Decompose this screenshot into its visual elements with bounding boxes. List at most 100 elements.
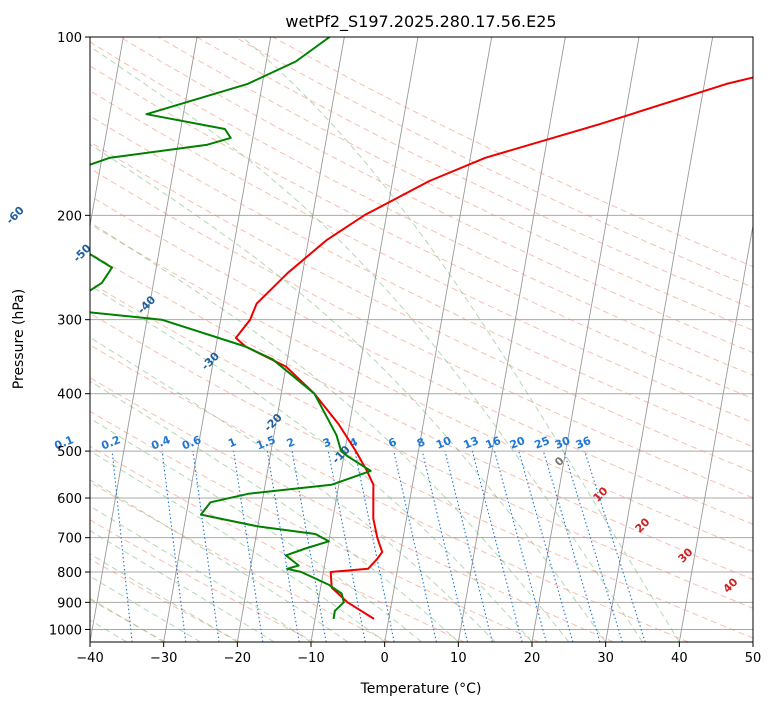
x-tick-label: 10 <box>450 651 467 666</box>
moist-adiabat-line <box>90 336 496 642</box>
mixing-ratio-label: 0.4 <box>149 433 172 452</box>
x-tick-label: 40 <box>671 651 688 666</box>
moist-adiabat-line <box>90 505 312 642</box>
moist-adiabat-line <box>90 45 643 642</box>
dry-adiabat-line <box>90 558 241 642</box>
mixing-ratio-line <box>584 450 646 642</box>
plot-frame <box>89 36 754 643</box>
mixing-ratio-label: 10 <box>434 434 453 452</box>
moist-adiabat-label: 40 <box>721 575 741 595</box>
x-tick-label: 0 <box>381 651 389 666</box>
dry-adiabat-line <box>90 481 390 642</box>
y-tick-label: 300 <box>57 314 82 329</box>
mixing-ratio-label: 16 <box>484 434 503 452</box>
mixing-ratio-label: 1 <box>226 435 238 450</box>
dry-adiabat-line <box>90 252 753 581</box>
y-tick-label: 200 <box>57 209 82 224</box>
y-tick-label: 400 <box>57 388 82 403</box>
mixing-ratio-line <box>266 451 300 642</box>
dry-adiabat-line <box>90 90 753 424</box>
moist-adiabat-line <box>90 284 533 642</box>
moist-adiabat-line <box>90 450 385 642</box>
moist-adiabat-label: 20 <box>633 515 653 535</box>
mixing-ratio-line <box>471 450 523 642</box>
isotherm-line <box>605 37 714 642</box>
dry-adiabat-line <box>90 445 465 642</box>
dry-adiabat-line <box>90 376 614 642</box>
dry-adiabat-line <box>119 37 753 354</box>
y-tick-label: 700 <box>57 532 82 547</box>
dry-adiabat-line <box>90 519 315 642</box>
isotherm-label: -40 <box>135 293 158 316</box>
mixing-ratio-line <box>518 450 574 642</box>
mixing-ratio-label: 30 <box>553 434 572 452</box>
isotherm-line <box>236 37 345 642</box>
isotherm-label: -60 <box>4 204 27 227</box>
y-axis-label: Pressure (hPa) <box>11 289 27 389</box>
dewpoint-line <box>90 37 372 620</box>
dry-adiabat-line <box>90 167 753 499</box>
mixing-ratio-label: 20 <box>508 434 527 452</box>
mixing-ratio-label: 36 <box>574 434 593 452</box>
moist-adiabat-line <box>90 575 201 642</box>
y-tick-label: 900 <box>57 596 82 611</box>
mixing-ratio-line <box>111 451 133 642</box>
mixing-ratio-label: 3 <box>321 435 333 450</box>
mixing-ratio-line <box>542 450 601 642</box>
moist-adiabat-line <box>90 597 164 642</box>
dry-adiabat-line <box>90 281 753 609</box>
dry-adiabat-line <box>90 141 753 473</box>
moist-adiabat-line <box>90 553 238 642</box>
dry-adiabat-line <box>90 195 753 525</box>
mixing-ratio-label: 13 <box>462 434 481 452</box>
x-tick-label: 30 <box>597 651 614 666</box>
isotherm-label: -50 <box>71 241 94 264</box>
isotherm-line <box>163 37 272 642</box>
dry-adiabat-line <box>90 344 689 642</box>
dry-adiabat-line <box>158 37 753 331</box>
moist-adiabat-line <box>90 417 422 642</box>
isotherm-label: -10 <box>330 443 353 466</box>
x-tick-label: −10 <box>297 651 324 666</box>
y-axis: 100 200 300 400 500 600 700 800 900 1000 <box>49 31 90 638</box>
mixing-ratio-line <box>563 450 623 642</box>
y-tick-label: 600 <box>57 492 82 507</box>
mixing-ratio-line <box>393 450 437 642</box>
y-tick-label: 500 <box>57 445 82 460</box>
mixing-ratio-line <box>161 451 187 642</box>
x-tick-label: 20 <box>524 651 541 666</box>
background-lines <box>90 37 753 642</box>
x-axis: −40 −30 −20 −10 0 10 20 30 40 50 <box>76 642 761 666</box>
mixing-ratio-label: 6 <box>386 435 398 450</box>
x-tick-label: −20 <box>224 651 251 666</box>
isotherm-label: -30 <box>199 349 222 372</box>
mixing-ratio-label: 25 <box>533 434 552 452</box>
isotherm-line <box>90 37 124 229</box>
isotherm-label: -20 <box>262 411 285 434</box>
isotherm-line <box>752 639 753 642</box>
moist-adiabat-line <box>90 530 275 642</box>
x-tick-label: 50 <box>745 651 762 666</box>
chart-title: wetPf2_S197.2025.280.17.56.E25 <box>285 12 556 32</box>
x-tick-label: −30 <box>150 651 177 666</box>
dry-adiabat-line <box>90 65 753 400</box>
dry-adiabat-line <box>90 598 166 642</box>
y-tick-label: 1000 <box>49 623 82 638</box>
mixing-ratio-line <box>192 451 220 642</box>
moist-adiabat-line <box>90 143 607 642</box>
mixing-ratio-label: 0.2 <box>99 433 122 452</box>
moist-adiabat-line <box>90 479 349 642</box>
isotherm-line <box>384 37 493 642</box>
moist-adiabat-line <box>90 221 570 642</box>
mixing-ratio-line <box>493 450 547 642</box>
x-tick-label: −40 <box>76 651 103 666</box>
mixing-ratio-line <box>233 451 264 642</box>
moist-adiabat-line <box>242 37 680 642</box>
isotherm-line <box>531 37 640 642</box>
x-axis-label: Temperature (°C) <box>360 681 482 697</box>
dry-adiabat-line <box>90 312 753 639</box>
moist-adiabat-line <box>90 380 459 642</box>
mixing-ratio-label: 8 <box>415 435 427 450</box>
y-tick-label: 100 <box>57 31 82 46</box>
